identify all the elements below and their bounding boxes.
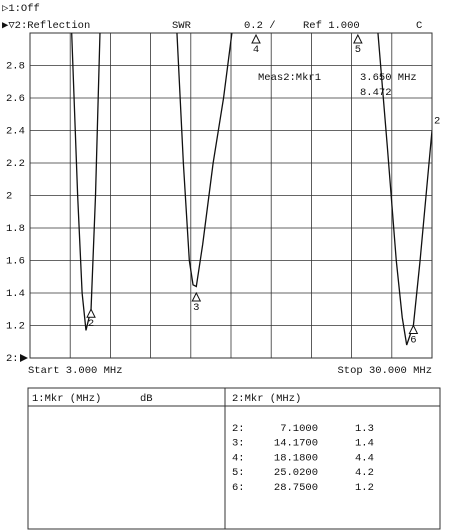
y-tick-label: 1.6 [6, 255, 25, 267]
row-index: 6: [232, 482, 245, 494]
marker [191, 291, 202, 302]
reference-arrow [20, 354, 28, 362]
scale-label: 0.2 / [244, 20, 276, 32]
marker-label: 3 [193, 302, 199, 314]
row-frequency: 25.0200 [274, 467, 318, 479]
table-frame [27, 387, 441, 530]
table-unit: dB [140, 393, 153, 405]
channel1-label: ▷1:Off [2, 3, 40, 15]
marker [251, 33, 261, 44]
measurement-frequency: 3.650 MHz [360, 72, 417, 84]
row-frequency: 14.1700 [274, 438, 318, 450]
marker-label: 2 [88, 318, 94, 330]
row-value: 1.4 [355, 438, 374, 450]
marker [408, 324, 419, 334]
flag-label: C [416, 20, 422, 32]
measurement-value: 8.472 [360, 87, 392, 99]
channel2-label: ▶▽2:Reflection [2, 20, 90, 32]
y-tick-label: 2 [6, 190, 12, 202]
y-tick-label: 2.2 [6, 158, 25, 170]
row-index: 3: [232, 438, 245, 450]
row-value: 1.3 [355, 423, 374, 435]
measurement-label: Meas2:Mkr1 [258, 72, 321, 84]
y-tick-label: 2.6 [6, 93, 25, 105]
reference-label: Ref 1.000 [303, 20, 360, 32]
stop-label: Stop 30.000 MHz [337, 365, 432, 377]
y-tick-label: 2.4 [6, 125, 25, 137]
row-value: 1.2 [355, 482, 374, 494]
row-value: 4.4 [355, 452, 374, 464]
row-index: 4: [232, 452, 245, 464]
marker [353, 33, 363, 44]
row-value: 4.2 [355, 467, 374, 479]
row-index: 5: [232, 467, 245, 479]
row-index: 2: [232, 423, 245, 435]
marker-label: 4 [253, 44, 259, 56]
y-tick-label: 1.4 [6, 288, 25, 300]
table-title: 2:Mkr (MHz) [232, 393, 301, 405]
y-tick-label: 1.8 [6, 223, 25, 235]
row-frequency: 28.7500 [274, 482, 318, 494]
start-label: Start 3.000 MHz [28, 365, 123, 377]
row-frequency: 7.1000 [280, 423, 318, 435]
y-tick-label: 2.8 [6, 60, 25, 72]
row-frequency: 18.1800 [274, 452, 318, 464]
table-title: 1:Mkr (MHz) [32, 393, 101, 405]
marker-label: 6 [410, 334, 416, 346]
marker [86, 308, 96, 318]
trace-label: 2 [434, 115, 440, 127]
y-tick-label: 1.2 [6, 320, 25, 332]
y-tick-label: 2: [6, 353, 19, 365]
format-label: SWR [172, 20, 192, 32]
marker-label: 5 [355, 44, 361, 56]
